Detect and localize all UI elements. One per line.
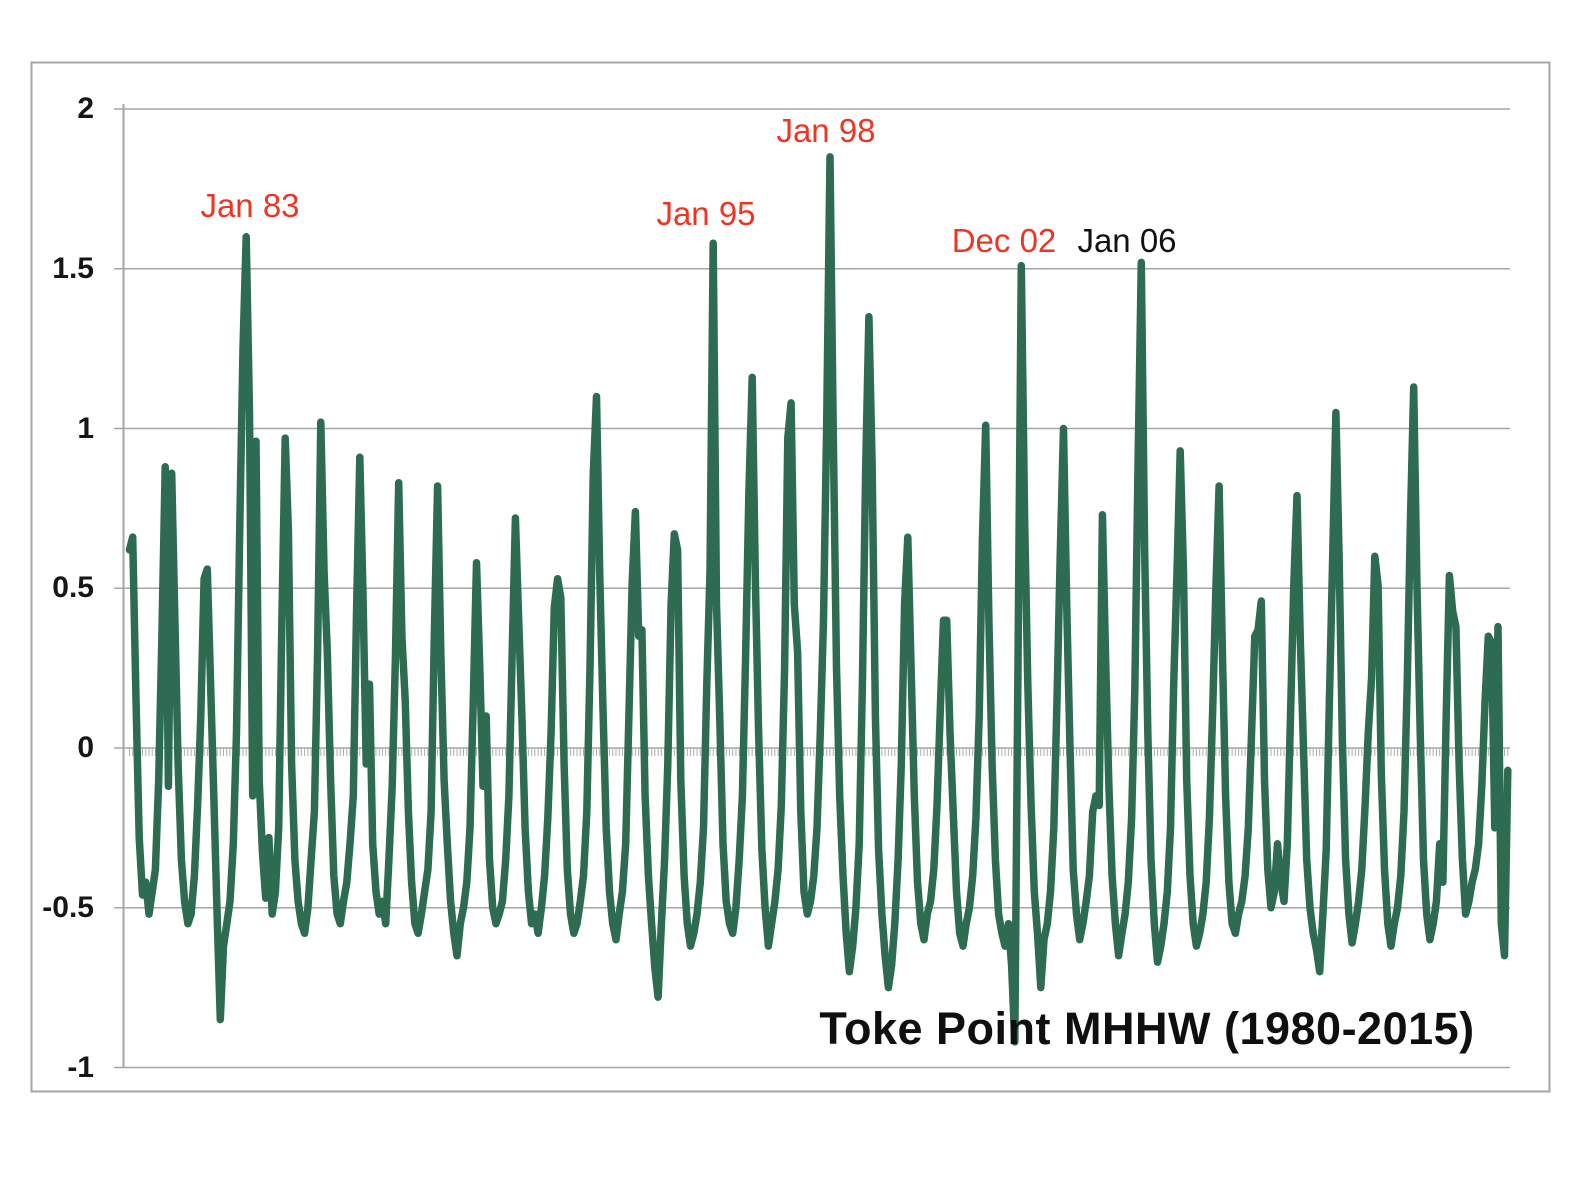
y-axis-label-neg-1: -1 (67, 1050, 94, 1084)
y-axis-label-1-5: 1.5 (52, 251, 94, 285)
annotation-jan-06: Jan 06 (1077, 222, 1177, 259)
annotation-jan-98: Jan 98 (776, 112, 876, 149)
y-axis-label-2: 2 (77, 92, 94, 125)
y-axis-label-neg-0-5: -0.5 (42, 890, 94, 924)
chart-title: Toke Point MHHW (1980-2015) (819, 1003, 1475, 1054)
annotation-jan-83: Jan 83 (200, 187, 300, 224)
series-line (125, 153, 1512, 1046)
y-axis-label-0: 0 (77, 731, 94, 764)
annotation-jan-95: Jan 95 (656, 195, 756, 232)
y-axis-label-1: 1 (77, 411, 94, 445)
y-axis-label-0-5: 0.5 (52, 571, 94, 605)
chart-area-border (30, 61, 1551, 1093)
annotation-dec-02: Dec 02 (951, 222, 1057, 259)
